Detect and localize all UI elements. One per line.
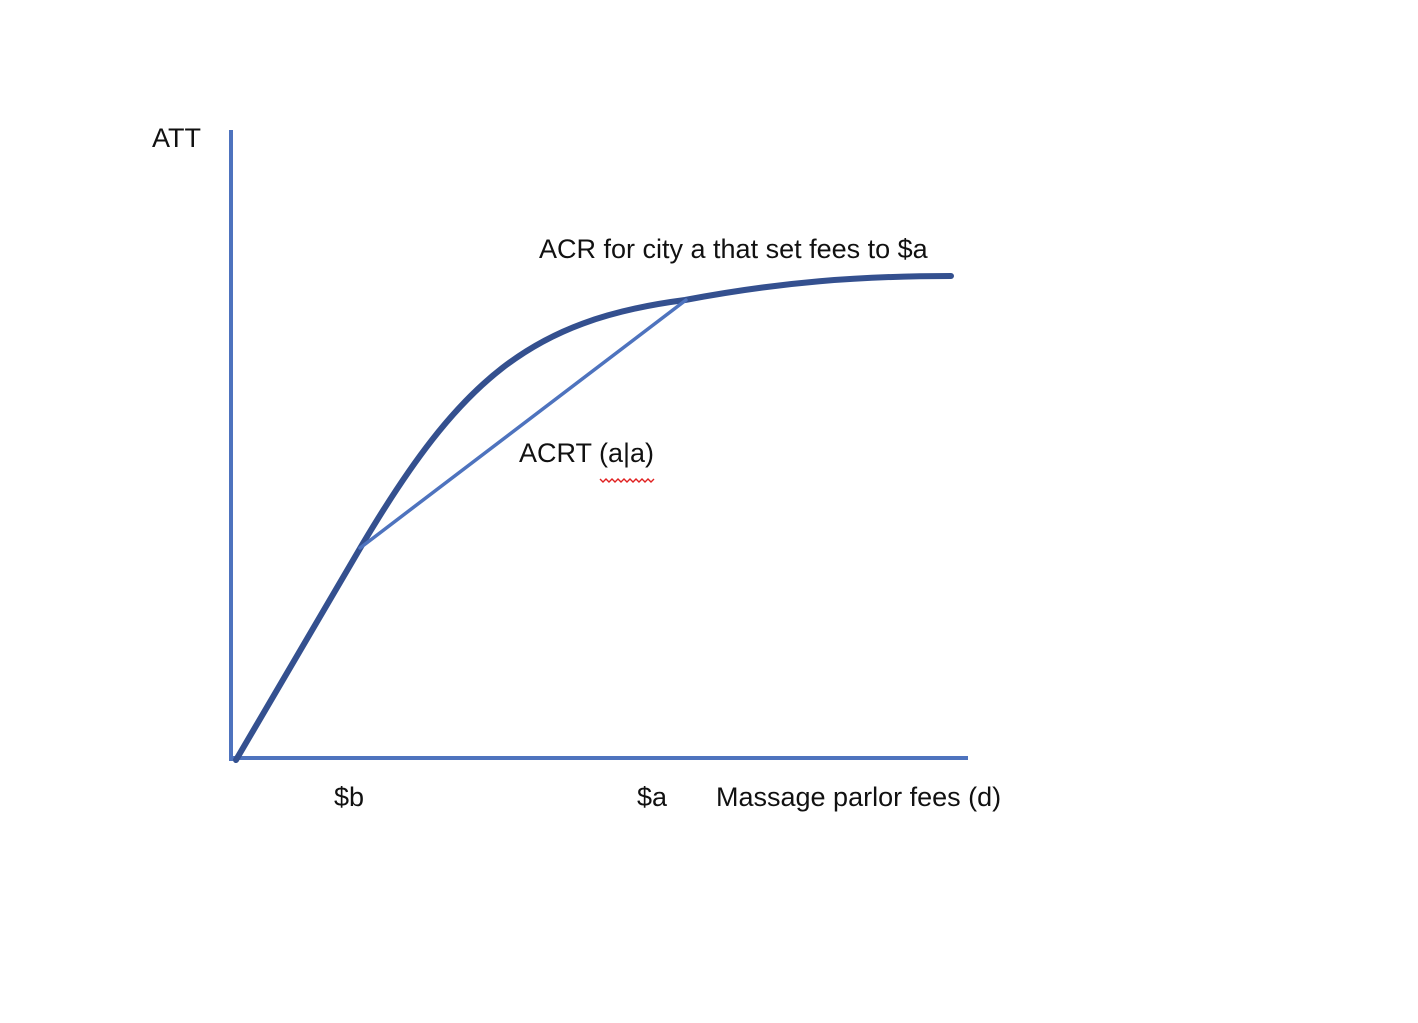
tick-label-b: $b — [334, 782, 364, 812]
acr-curve-label: ACR for city a that set fees to $a — [539, 234, 929, 264]
acrt-label: ACRT (a|a) — [519, 438, 654, 468]
y-axis-label: ATT — [152, 123, 201, 153]
spellcheck-underline — [599, 478, 655, 483]
acrt-secant-line — [358, 298, 688, 550]
tick-label-a: $a — [637, 782, 668, 812]
acr-curve — [233, 273, 954, 763]
x-axis-label: Massage parlor fees (d) — [716, 782, 1001, 812]
